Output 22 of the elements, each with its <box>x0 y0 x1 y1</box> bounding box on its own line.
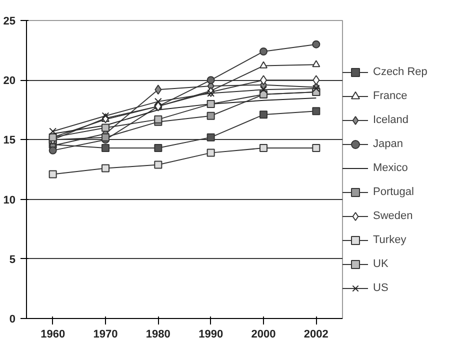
legend-label: US <box>373 282 390 294</box>
legend-label: Iceland <box>373 114 408 126</box>
y-tick-label: 15 <box>3 134 16 147</box>
legend-label: France <box>373 90 408 102</box>
x-tick-label: 1980 <box>146 328 170 340</box>
legend-label: Czech Rep <box>373 66 428 78</box>
x-tick-label: 1990 <box>198 328 224 340</box>
x-tick-label: 2002 <box>304 328 328 340</box>
y-tick-label: 20 <box>3 75 16 88</box>
y-tick-label: 0 <box>9 314 16 326</box>
legend-label: Japan <box>373 138 403 150</box>
y-tick-label: 5 <box>9 254 16 266</box>
legend-label: Portugal <box>373 186 414 198</box>
legend-label: Sweden <box>373 210 413 222</box>
legend-label: Turkey <box>373 234 406 246</box>
y-tick-label: 10 <box>3 194 16 206</box>
x-tick-label: 1960 <box>40 328 66 340</box>
legend-label: Mexico <box>373 162 408 174</box>
x-tick-label: 2000 <box>251 328 276 340</box>
x-tick-label: 1970 <box>93 328 118 340</box>
legend-label: UK <box>373 258 390 270</box>
y-tick-label: 25 <box>3 16 16 28</box>
